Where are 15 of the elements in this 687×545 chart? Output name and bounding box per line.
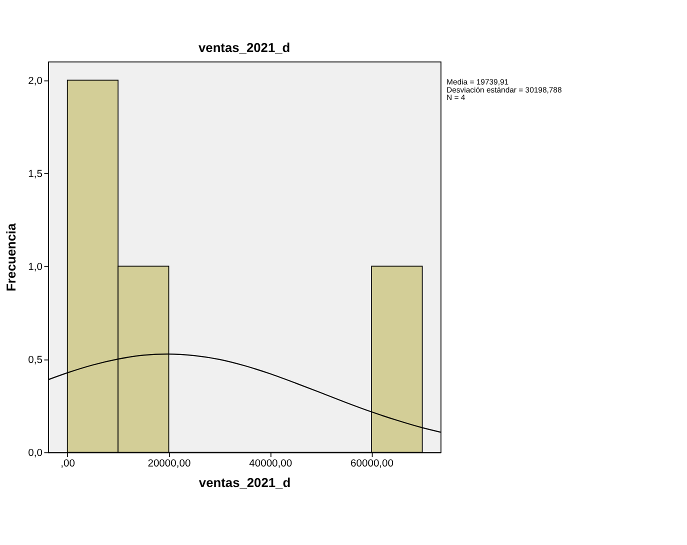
y-tick-label: 1,5 [28,169,43,180]
x-tick-label: 20000,00 [148,458,191,470]
y-tick-label: 0,5 [28,355,43,366]
x-axis-title: ventas_2021_d [198,475,291,490]
chart-title: ventas_2021_d [198,40,290,56]
text: N = 4 [446,93,466,102]
x-tick-label: ,00 [60,458,76,470]
y-tick-label: 1,0 [28,262,43,274]
y-tick-label: 2,0 [28,76,43,88]
x-tick-label: 40000,00 [249,458,292,470]
y-tick-label: 0,0 [28,448,43,460]
y-axis-title: Frecuencia [3,222,18,292]
text: Desviación estándar = 30198,788 [446,85,562,94]
text: Media = 19739,91 [446,78,509,87]
x-tick-label: 60000,00 [350,458,394,470]
